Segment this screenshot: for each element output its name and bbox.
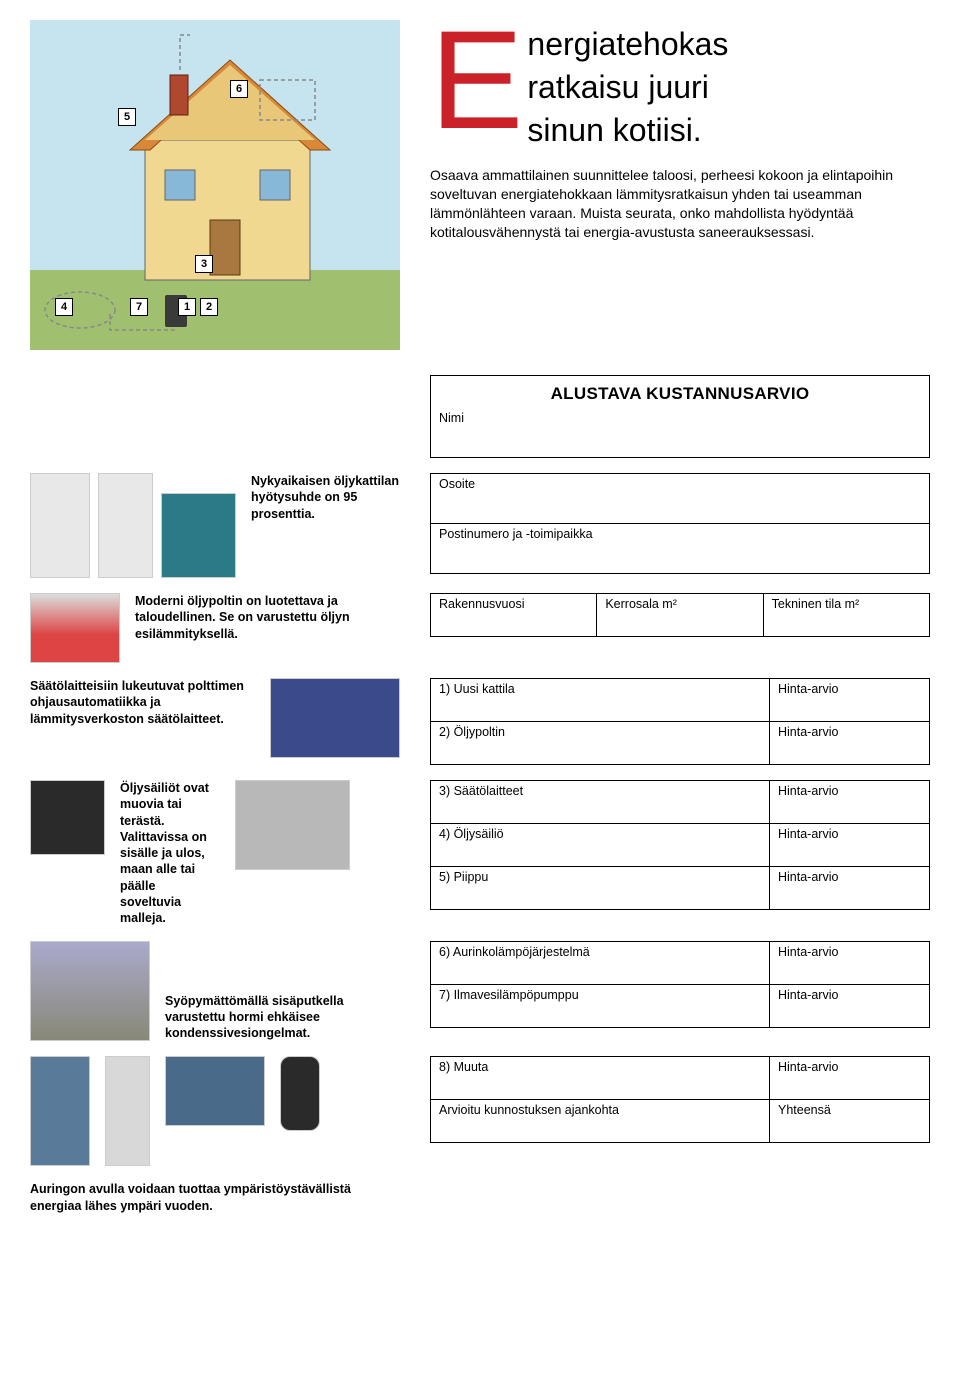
item-7-input[interactable] — [439, 1002, 761, 1024]
solar-image-1 — [30, 1056, 90, 1166]
field-floor-label: Kerrosala m² — [605, 597, 677, 611]
item-2-label: 2) Öljypoltin — [439, 725, 505, 739]
marker-3: 3 — [195, 255, 213, 273]
estimate-form: ALUSTAVA KUSTANNUSARVIO Nimi — [430, 375, 930, 458]
footer-timing-input[interactable] — [439, 1117, 761, 1139]
field-name-input[interactable] — [431, 425, 929, 457]
item-8-label: 8) Muuta — [439, 1060, 488, 1074]
item-4-input[interactable] — [439, 841, 761, 863]
boiler-image-2 — [98, 473, 153, 578]
item-3-input[interactable] — [439, 798, 761, 820]
item-2-input[interactable] — [439, 739, 761, 761]
headline-line2: ratkaisu juuri — [527, 69, 728, 106]
burner-image — [30, 593, 120, 663]
item-3-label: 3) Säätölaitteet — [439, 784, 523, 798]
item-1-input[interactable] — [439, 696, 761, 718]
house-diagram: 5 6 3 4 7 1 2 — [30, 20, 400, 350]
marker-5: 5 — [118, 108, 136, 126]
footer-timing-label: Arvioitu kunnostuksen ajankohta — [439, 1103, 619, 1117]
tank-caption: Öljysäiliöt ovat muovia tai terästä. Val… — [120, 780, 220, 926]
item-1-label: 1) Uusi kattila — [439, 682, 515, 696]
marker-1: 1 — [178, 298, 196, 316]
marker-4: 4 — [55, 298, 73, 316]
solar-image-4 — [280, 1056, 320, 1131]
boiler-image-3 — [161, 493, 236, 578]
field-postal-label: Postinumero ja -toimipaikka — [431, 524, 929, 541]
controls-caption: Säätölaitteisiin lukeutuvat polttimen oh… — [30, 678, 255, 727]
field-tech-label: Tekninen tila m² — [772, 597, 860, 611]
item-3-price-label: Hinta-arvio — [778, 784, 838, 798]
item-4-price-label: Hinta-arvio — [778, 827, 838, 841]
item-6-price-label: Hinta-arvio — [778, 945, 838, 959]
field-postal-input[interactable] — [431, 541, 929, 573]
item-7-label: 7) Ilmavesilämpöpumppu — [439, 988, 579, 1002]
item-5-label: 5) Piippu — [439, 870, 488, 884]
dropcap: E — [430, 20, 523, 139]
item-4-label: 4) Öljysäiliö — [439, 827, 504, 841]
field-year-input[interactable] — [439, 611, 588, 633]
item-6-input[interactable] — [439, 959, 761, 981]
item-8-input[interactable] — [439, 1074, 761, 1096]
item-6-label: 6) Aurinkolämpöjärjestelmä — [439, 945, 590, 959]
field-address-input[interactable] — [431, 491, 929, 523]
headline-line3: sinun kotiisi. — [527, 112, 728, 149]
tank-image-1 — [30, 780, 105, 855]
item-1-price-label: Hinta-arvio — [778, 682, 838, 696]
intro-text: Osaava ammattilainen suunnittelee taloos… — [430, 166, 930, 242]
field-year-label: Rakennusvuosi — [439, 597, 524, 611]
item-8-price-label: Hinta-arvio — [778, 1060, 838, 1074]
tank-image-2 — [235, 780, 350, 870]
item-7-price-label: Hinta-arvio — [778, 988, 838, 1002]
item-2-price-label: Hinta-arvio — [778, 725, 838, 739]
field-name-label: Nimi — [431, 408, 929, 425]
field-address-label: Osoite — [431, 474, 929, 491]
estimate-title: ALUSTAVA KUSTANNUSARVIO — [431, 376, 929, 408]
field-floor-input[interactable] — [605, 611, 754, 633]
solar-caption: Auringon avulla voidaan tuottaa ympärist… — [30, 1181, 400, 1214]
boiler-caption: Nykyaikaisen öljykattilan hyötysuhde on … — [251, 473, 400, 522]
item-5-price-label: Hinta-arvio — [778, 870, 838, 884]
burner-caption: Moderni öljypoltin on luotettava ja talo… — [135, 593, 400, 642]
controls-image — [270, 678, 400, 758]
chimney-caption: Syöpymättömällä sisäputkella varustettu … — [165, 993, 400, 1042]
solar-image-2 — [105, 1056, 150, 1166]
boiler-image-1 — [30, 473, 90, 578]
field-tech-input[interactable] — [772, 611, 921, 633]
marker-6: 6 — [230, 80, 248, 98]
marker-7: 7 — [130, 298, 148, 316]
solar-image-3 — [165, 1056, 265, 1126]
item-5-input[interactable] — [439, 884, 761, 906]
marker-2: 2 — [200, 298, 218, 316]
footer-total-label: Yhteensä — [778, 1103, 831, 1117]
headline-line1: nergiatehokas — [527, 26, 728, 63]
chimney-image — [30, 941, 150, 1041]
